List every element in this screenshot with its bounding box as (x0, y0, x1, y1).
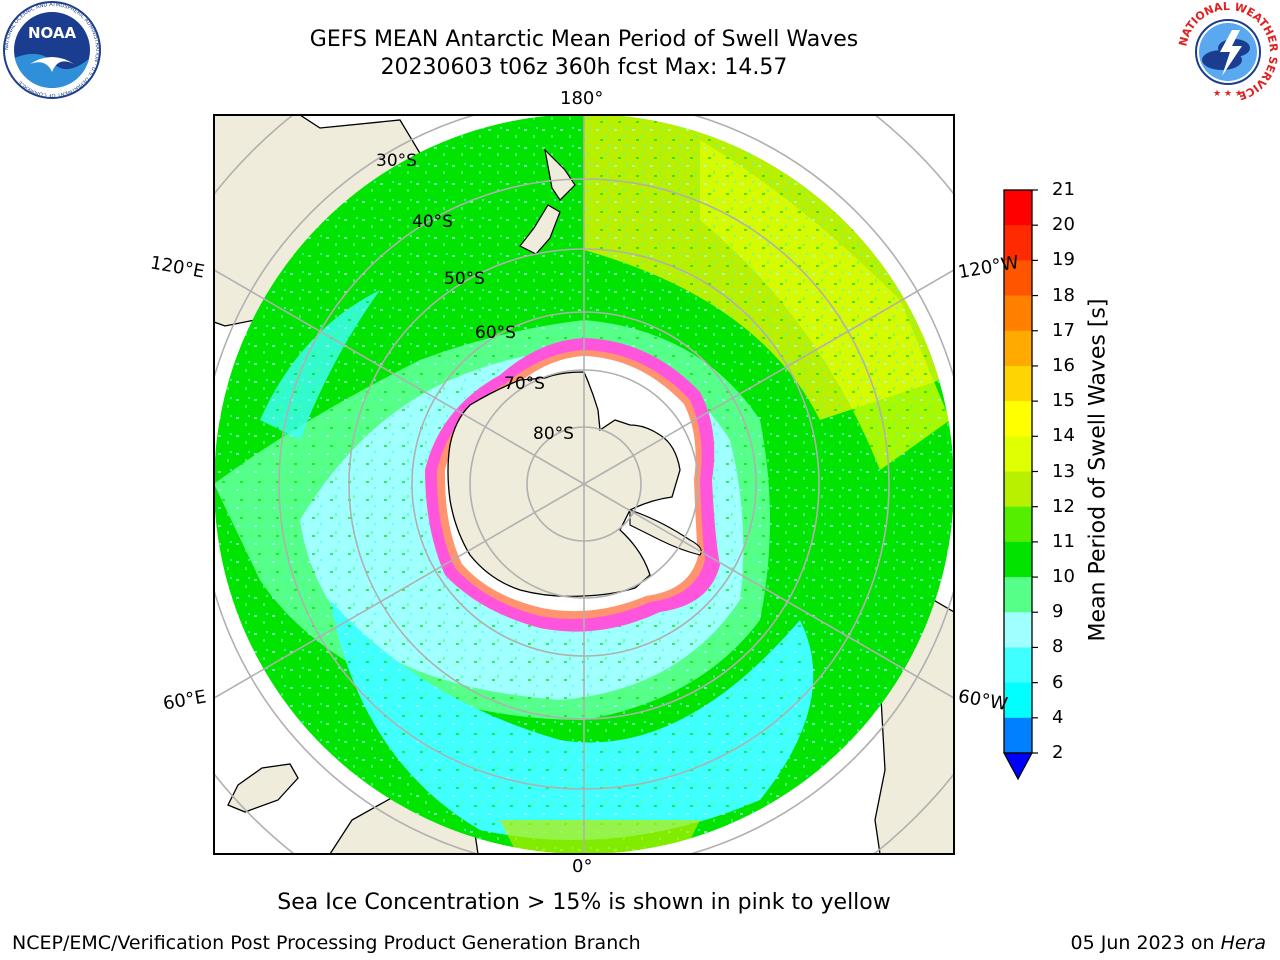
colorbar-tick-label: 17 (1052, 319, 1075, 341)
colorbar (1002, 189, 1038, 781)
colorbar-tick-label: 6 (1052, 671, 1064, 693)
noaa-logo-text: NOAA (28, 24, 77, 42)
colorbar-segment (1004, 190, 1032, 226)
colorbar-segment (1004, 541, 1032, 578)
colorbar-tick-label: 8 (1052, 636, 1064, 658)
colorbar-tick-label: 12 (1052, 495, 1075, 517)
colorbar-segment (1004, 436, 1032, 472)
lat-label-70s: 70°S (504, 374, 545, 394)
colorbar-segment (1004, 225, 1032, 261)
colorbar-segment (1004, 717, 1032, 754)
sea-ice-note: Sea Ice Concentration > 15% is shown in … (277, 890, 891, 915)
colorbar-segment (1004, 260, 1032, 297)
colorbar-segment (1004, 506, 1032, 543)
map-border (213, 114, 955, 855)
chart-subtitle: 20230603 t06z 360h fcst Max: 14.57 (380, 55, 788, 80)
colorbar-tick-label: 20 (1052, 214, 1075, 236)
svg-text:★ ★ ★: ★ ★ ★ (1213, 89, 1243, 99)
footer-date-text: 05 Jun 2023 on (1070, 932, 1221, 954)
colorbar-extend-arrow (1002, 752, 1034, 781)
colorbar-tick-label: 11 (1052, 530, 1075, 552)
colorbar-segment (1004, 295, 1032, 332)
colorbar-segment (1004, 401, 1032, 437)
colorbar-tick-label: 21 (1052, 179, 1075, 200)
chart-title: GEFS MEAN Antarctic Mean Period of Swell… (309, 27, 859, 52)
colorbar-tick-label: 16 (1052, 354, 1075, 376)
colorbar-tick-label: 9 (1052, 601, 1064, 623)
colorbar-tick-label: 19 (1052, 249, 1075, 271)
footer-date: 05 Jun 2023 on Hera (1071, 932, 1266, 954)
colorbar-tick-label: 18 (1052, 284, 1075, 306)
footer-host: Hera (1220, 932, 1266, 954)
lat-label-50s: 50°S (444, 269, 485, 289)
lat-label-40s: 40°S (412, 212, 453, 232)
noaa-logo: NATIONAL OCEANIC AND ATMOSPHERIC ADMINIS… (3, 1, 101, 99)
colorbar-tick-label: 13 (1052, 460, 1075, 482)
colorbar-tick-label: 10 (1052, 566, 1075, 588)
colorbar-segment (1004, 612, 1032, 648)
colorbar-tick-label: 2 (1052, 742, 1064, 763)
colorbar-segment (1004, 330, 1032, 367)
madagascar-landmass (227, 763, 299, 813)
lat-label-80s: 80°S (533, 424, 574, 444)
colorbar-tick-label: 4 (1052, 706, 1064, 728)
lon-label-0: 0° (572, 856, 593, 877)
colorbar-segment (1004, 577, 1032, 613)
colorbar-label: Mean Period of Swell Waves [s] (1085, 298, 1111, 642)
colorbar-segment (1004, 647, 1032, 684)
graticule (214, 115, 954, 854)
colorbar-tick-label: 14 (1052, 425, 1075, 447)
colorbar-segment (1004, 365, 1032, 402)
nws-logo: NATIONAL WEATHER SERVICE ★ ★ ★ (1176, 0, 1280, 100)
footer-credit: NCEP/EMC/Verification Post Processing Pr… (12, 932, 641, 954)
colorbar-segment (1004, 471, 1032, 508)
colorbar-tick-label: 15 (1052, 390, 1075, 412)
lat-label-60s: 60°S (475, 323, 516, 343)
lon-label-180: 180° (560, 88, 604, 109)
colorbar-segment (1004, 682, 1032, 719)
lat-label-30s: 30°S (376, 151, 417, 171)
